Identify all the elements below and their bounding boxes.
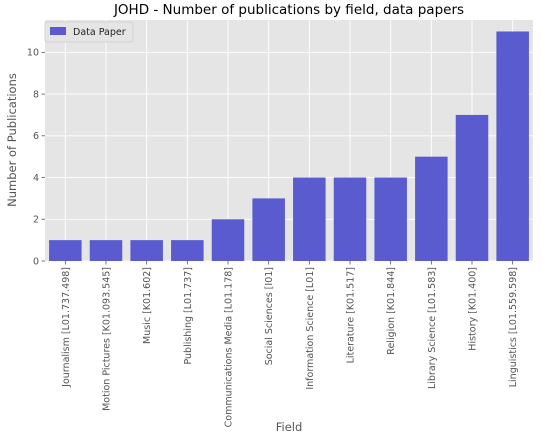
x-tick-label: Journalism [L01.737.498] [61, 267, 72, 388]
chart-title: JOHD - Number of publications by field, … [113, 2, 464, 18]
bar [89, 240, 123, 261]
x-tick-label: Library Science [L01.583] [427, 267, 438, 389]
y-tick-label: 8 [33, 89, 39, 100]
bars [49, 31, 529, 261]
y-tick-label: 4 [33, 173, 39, 184]
bar [252, 198, 285, 261]
bar [455, 114, 489, 261]
bar [496, 31, 529, 261]
x-axis-ticks: Journalism [L01.737.498] Motion Pictures … [61, 261, 519, 427]
legend: Data Paper [44, 21, 134, 43]
x-tick-label: Publishing [L01.737] [183, 267, 194, 365]
x-tick-label: Religion [K01.844] [386, 267, 397, 355]
y-axis-ticks: 0 2 4 6 8 10 [27, 48, 45, 267]
y-tick-label: 2 [33, 215, 39, 226]
bar [171, 240, 204, 261]
bar [211, 219, 245, 261]
bar [415, 156, 448, 261]
y-tick-label: 0 [33, 256, 39, 267]
x-tick-label: Motion Pictures [K01.093.545] [102, 267, 113, 411]
y-axis-label: Number of Publications [5, 73, 19, 207]
x-tick-label: Linguistics [L01.559.598] [508, 267, 519, 387]
y-tick-label: 6 [33, 131, 39, 142]
legend-label: Data Paper [73, 27, 126, 38]
legend-box [44, 21, 134, 43]
x-axis-label: Field [276, 420, 303, 434]
bar [49, 240, 82, 261]
y-tick-label: 10 [27, 48, 39, 59]
x-tick-label: Social Sciences [I01] [264, 267, 275, 365]
bar [333, 177, 367, 261]
x-tick-label: Communications Media [L01.178] [224, 267, 235, 427]
x-tick-label: History [K01.400] [468, 267, 479, 351]
x-tick-label: Information Science [L01] [305, 267, 316, 390]
plot-area [45, 20, 533, 261]
x-tick-label: Music [K01.602] [142, 267, 153, 344]
x-tick-label: Literature [K01.517] [346, 267, 357, 363]
bar [130, 240, 163, 261]
bar [374, 177, 407, 261]
bar [293, 177, 326, 261]
legend-swatch [50, 27, 66, 35]
